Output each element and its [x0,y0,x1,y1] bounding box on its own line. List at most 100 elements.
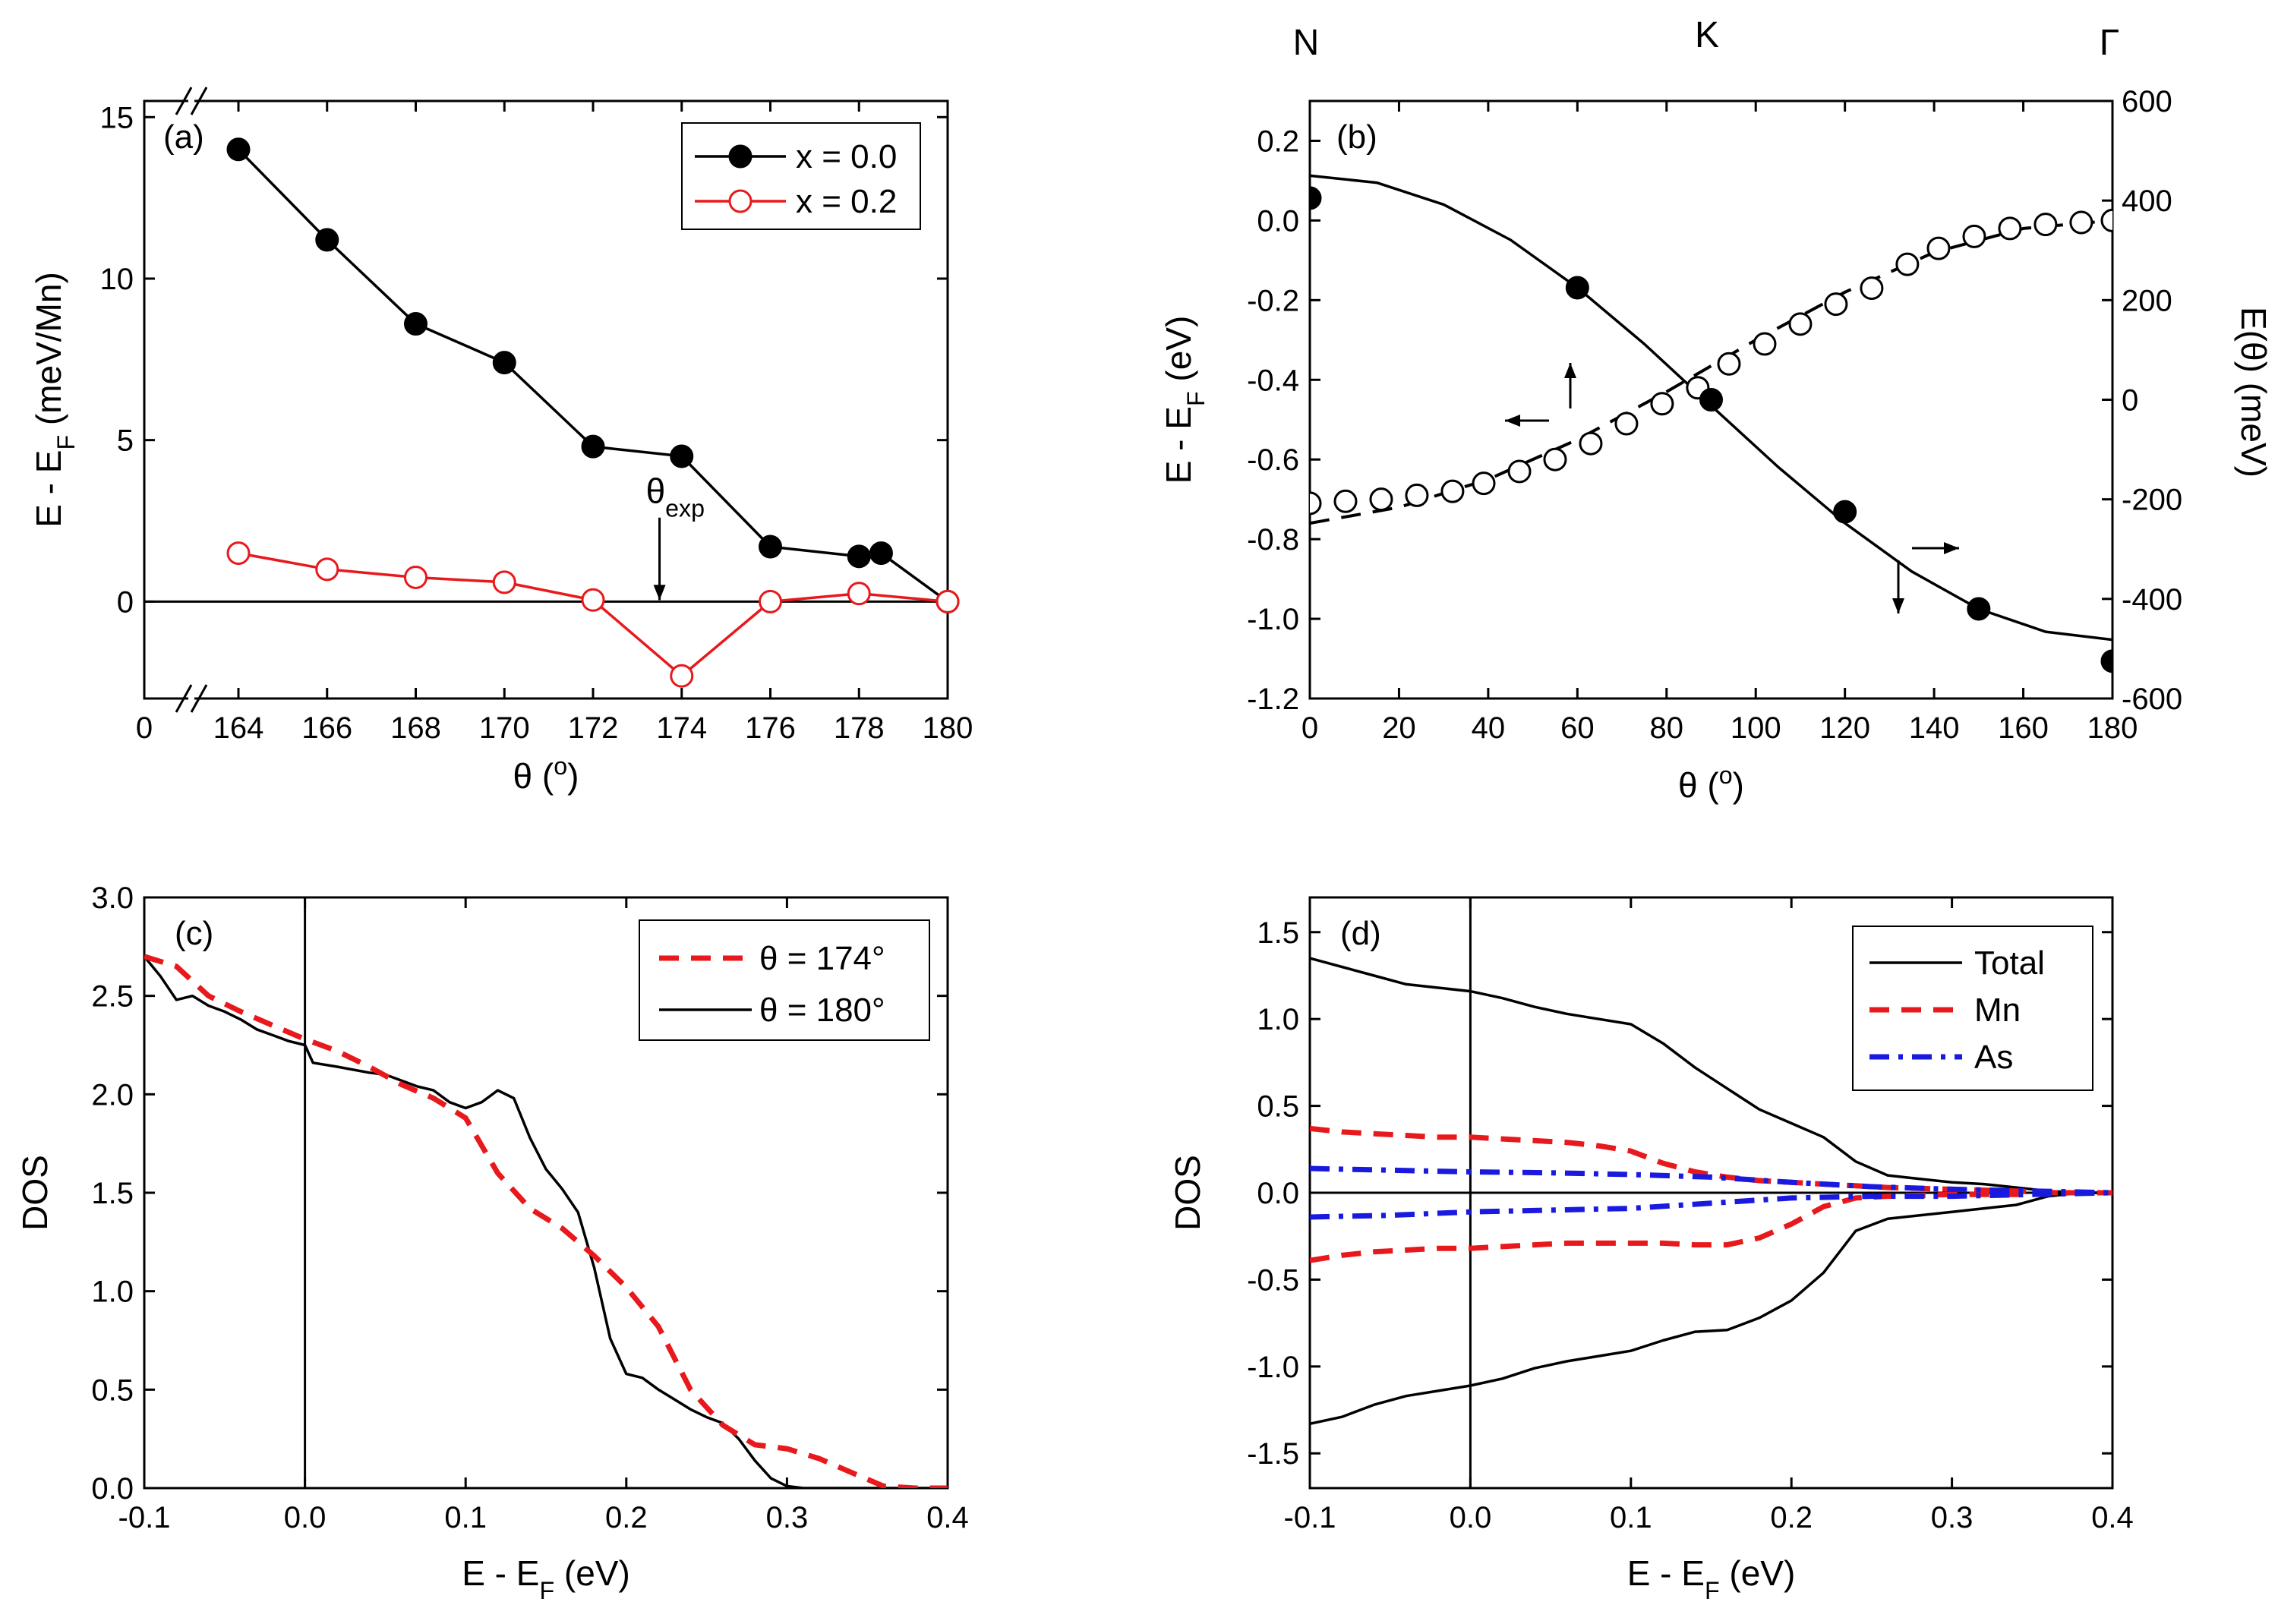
axis-break-mark [175,87,193,115]
panel-b-xtick-label: 180 [2087,711,2138,745]
legend-box [1852,926,2093,1091]
panel-c-legend: θ = 174° θ = 180° [639,919,930,1041]
panel-c-xtick-label: -0.1 [118,1501,171,1534]
panel-c-ytick-label: 0.0 [91,1472,134,1506]
kpoint-label-N: N [1293,23,1320,63]
panel-d-ytick-label: 1.0 [1257,1003,1299,1036]
series-line-total-minority [1310,1191,2112,1426]
legend-entry-as: As [1974,1039,2013,1076]
panel-a-xlabel-part: θ ( [513,756,554,796]
panel-c-ytick-label: 2.5 [91,980,134,1014]
panel-d-plot [1310,957,2112,1426]
panel-b-label: (b) [1336,118,1377,156]
panel-b-xlabel-part: o [1719,762,1733,789]
panel-b-xtick-label: 160 [1998,711,2049,745]
data-point-x02 [670,664,694,688]
panel-d-xtick-label: -0.1 [1284,1501,1336,1534]
panel-b-xtick-label: 60 [1560,711,1595,745]
legend-box [681,122,921,230]
panel-c-xlabel-part: (eV) [554,1553,630,1593]
panel-d-xtick-label: 0.2 [1770,1501,1813,1534]
legend-marker [728,144,752,169]
data-point-energy [1310,186,1322,210]
panel-b-ylabel-right: E(θ) (meV) [2234,307,2273,478]
data-point-band [1579,431,1603,456]
panel-c-ytick-label: 2.0 [91,1078,134,1112]
data-point-band [1543,447,1567,471]
panel-a-ylabel-part: (meV/Mn) [29,272,68,435]
legend-entry-x00: x = 0.0 [796,138,897,175]
data-point-x02 [759,589,782,613]
legend-entry-x02: x = 0.2 [796,183,897,220]
panel-b-ylabel-part: E - E [1159,406,1198,484]
series-line-theta-180 [144,955,948,1488]
panel-b-ytick-label: -0.4 [1247,364,1299,397]
panel-a-xtick-label: 166 [301,711,352,745]
legend-entry-theta-174: θ = 174° [759,940,885,977]
up-arrow-head [1564,363,1576,378]
panel-b-ytick-label: 0.0 [1257,204,1299,238]
panel-c-ytick-label: 0.5 [91,1373,134,1407]
panel-d: -0.1 0.0 0.1 0.2 0.3 0.4 -1.5 -1.0 -0.5 0.0 0.5 1.0… [1168,896,2134,1604]
panel-a-xtick-label: 176 [745,711,796,745]
panel-d-ytick-label: 0.0 [1257,1177,1299,1210]
data-point-x02 [315,557,339,582]
panel-b-ytick-right-label: 400 [2122,184,2172,218]
panel-d-xlabel-part: E - E [1627,1553,1705,1593]
panel-d-ytick-label: -0.5 [1247,1263,1299,1297]
panel-b-ytick-label: -0.6 [1247,443,1299,477]
data-point-x00 [869,541,893,566]
data-point-x02 [226,541,251,566]
panel-c-ytick-label: 1.5 [91,1177,134,1210]
data-point-band [1614,412,1639,436]
panel-a-xtick-label: 180 [923,711,973,745]
panel-b-ytick-right-label: -600 [2122,683,2182,716]
panel-c-xtick-label: 0.2 [605,1501,648,1534]
panel-d-ytick-label: 0.5 [1257,1090,1299,1124]
data-point-x00 [404,312,428,336]
panel-a-ytick-label: 15 [100,101,134,134]
panel-c-xtick-label: 0.0 [284,1501,327,1534]
series-line-theta-174 [144,954,948,1488]
data-point-band [1860,276,1884,301]
data-point-energy [1833,500,1857,524]
series-line-total [1310,957,2112,1194]
data-point-energy [2100,649,2112,673]
panel-d-ytick-label: -1.5 [1247,1437,1299,1471]
panel-a-xlabel-part: ) [567,756,579,796]
data-point-x00 [670,444,694,468]
data-point-band [1405,483,1429,507]
panel-c-xtick-label: 0.3 [766,1501,809,1534]
panel-a-xtick-label: 0 [136,711,153,745]
data-point-band [1507,459,1532,484]
panel-a-xlabel: θ (o) [513,752,579,796]
series-line-mn [1310,1125,2112,1196]
legend-entry-total: Total [1974,944,2045,982]
panel-c-ytick-label: 3.0 [91,881,134,915]
down-arrow-head [1892,598,1904,613]
panel-a-xlabel-part: o [554,752,567,780]
data-point-band [1962,224,1986,248]
theta-exp-arrow-head [653,585,666,601]
panel-b-plot [1310,174,2112,673]
kpoint-label-Gamma: Γ [2100,23,2119,63]
panel-a: 0 164 166 168 170 172 174 176 178 180 0 5 10 15 θexp (a… [29,87,973,796]
data-point-band [2100,208,2112,232]
panel-b-ytick-right-label: -400 [2122,583,2182,616]
data-point-x02 [847,582,871,606]
panel-b-xtick-label: 140 [1909,711,1960,745]
panel-a-ytick-label: 10 [100,263,134,296]
kpoint-label-K: K [1695,15,1719,55]
panel-a-frame [143,99,949,700]
data-point-band [2033,213,2058,237]
data-point-band [1369,487,1393,512]
data-point-band [1998,216,2022,241]
data-point-x02 [935,589,960,613]
panel-b-xtick-label: 40 [1472,711,1506,745]
panel-b-xlabel: θ (o) [1678,762,1744,805]
panel-a-legend: x = 0.0 x = 0.2 [681,122,921,230]
panel-b-xlabel-part: ) [1733,765,1744,805]
theta-exp-annotation-part: exp [665,495,705,522]
data-point-x02 [492,570,516,594]
panel-a-xtick-label: 168 [390,711,441,745]
